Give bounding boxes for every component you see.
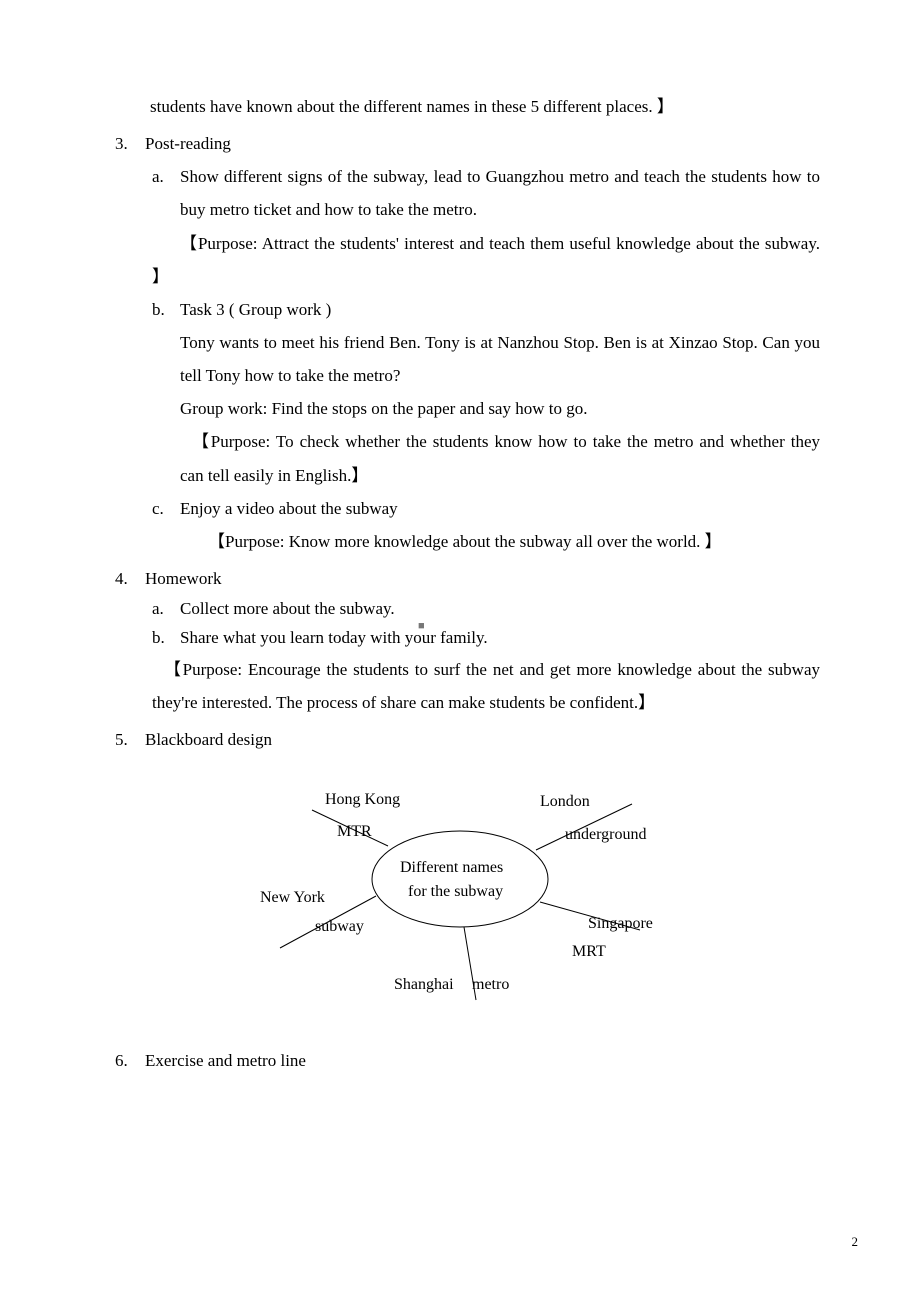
branch-name: subway	[315, 911, 364, 942]
section-number: 4.	[100, 562, 145, 595]
section-title: Post-reading	[145, 127, 820, 160]
item-3b-line1: Tony wants to meet his friend Ben. Tony …	[180, 326, 820, 392]
section-5: 5. Blackboard design	[100, 723, 820, 756]
branch-city: Singapore	[588, 908, 653, 939]
item-letter: c.	[152, 492, 180, 525]
section-title: Blackboard design	[145, 723, 820, 756]
section-number: 5.	[100, 723, 145, 756]
branch-city: Hong Kong	[325, 784, 400, 815]
section-6: 6. Exercise and metro line	[100, 1044, 820, 1077]
item-letter: b.	[152, 624, 180, 653]
section-title: Homework	[145, 562, 820, 595]
item-text: Share what you learn today with your fam…	[180, 624, 820, 653]
branch-name: MRT	[572, 936, 606, 967]
item-text: Show different signs of the subway, lead…	[180, 160, 820, 226]
item-letter: a.	[152, 160, 180, 226]
branch-name: MTR	[337, 816, 372, 847]
item-4a: a. Collect more about the subway.	[152, 595, 820, 624]
continuation-line: students have known about the different …	[150, 90, 820, 123]
page-number: 2	[852, 1229, 859, 1254]
purpose-3c: 【Purpose: Know more knowledge about the …	[180, 525, 820, 558]
item-text: Enjoy a video about the subway	[180, 492, 820, 525]
mindmap-diagram: Different names for the subway Hong Kong…	[220, 774, 700, 1014]
item-3b-line2: Group work: Find the stops on the paper …	[180, 392, 820, 425]
item-3b: b. Task 3 ( Group work )	[152, 293, 820, 326]
center-text-2: for the subway	[408, 876, 503, 907]
item-text: Collect more about the subway.	[180, 595, 820, 624]
branch-city: New York	[260, 882, 325, 913]
section-number: 6.	[100, 1044, 145, 1077]
purpose-3a: 【Purpose: Attract the students' interest…	[152, 227, 820, 293]
item-letter: a.	[152, 595, 180, 624]
purpose-4: 【Purpose: Encourage the students to surf…	[152, 653, 820, 719]
item-4b: b. Share what you learn today with your …	[152, 624, 820, 653]
item-3a: a. Show different signs of the subway, l…	[152, 160, 820, 226]
section-title: Exercise and metro line	[145, 1044, 820, 1077]
purpose-3b: 【Purpose: To check whether the students …	[180, 425, 820, 491]
branch-name: metro	[472, 969, 509, 1000]
item-title: Task 3 ( Group work )	[180, 293, 820, 326]
section-3: 3. Post-reading	[100, 127, 820, 160]
item-3c: c. Enjoy a video about the subway	[152, 492, 820, 525]
section-number: 3.	[100, 127, 145, 160]
watermark-dot: ■	[418, 616, 425, 637]
branch-city: London	[540, 786, 590, 817]
branch-city: Shanghai	[394, 969, 454, 1000]
item-letter: b.	[152, 293, 180, 326]
page: students have known about the different …	[0, 0, 920, 1302]
section-4: 4. Homework	[100, 562, 820, 595]
branch-name: underground	[565, 819, 646, 850]
